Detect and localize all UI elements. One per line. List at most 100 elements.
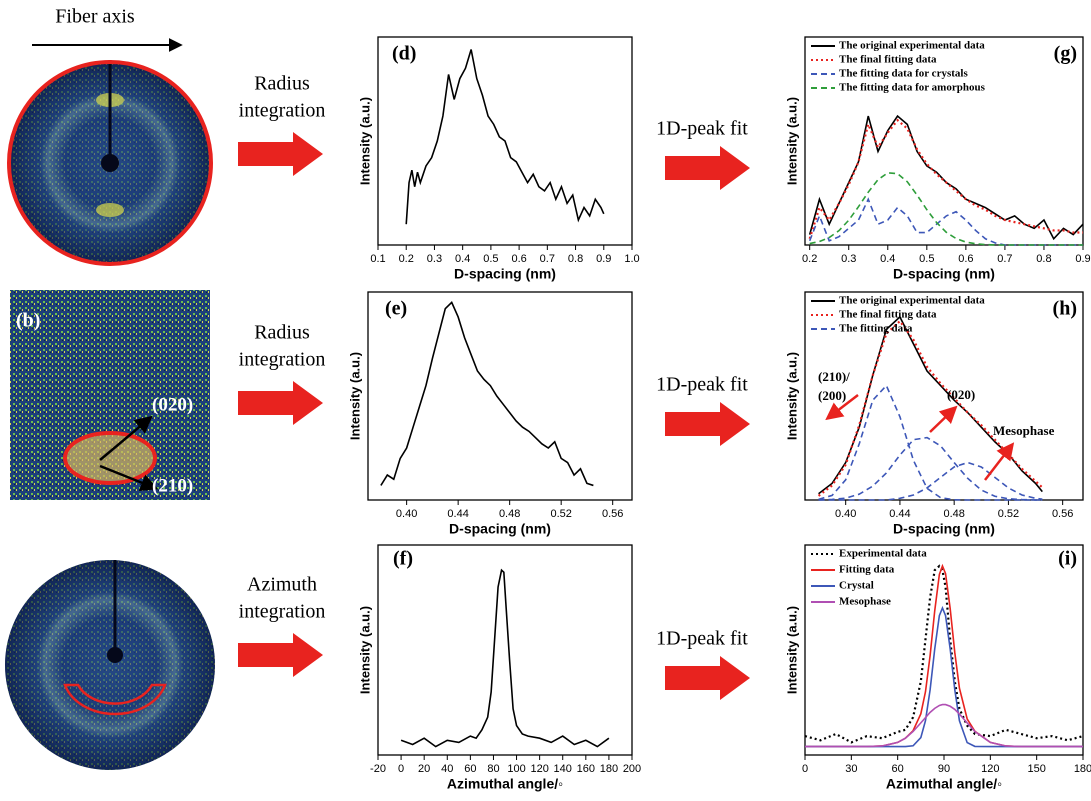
x-tick-label: 0.3 (427, 253, 442, 265)
plot-frame (804, 291, 1084, 501)
x-tick-label: 200 (623, 763, 641, 775)
x-tick-label: 0.9 (596, 253, 611, 265)
series-line (818, 384, 1043, 501)
series-line (817, 319, 1044, 497)
x-tick-label: 0.8 (1036, 253, 1051, 265)
step-label: 1D-peak fit (656, 628, 748, 650)
panel-label: (b) (16, 310, 40, 332)
y-axis-label: Intensity (a.u.) (357, 606, 372, 694)
plot-frame (377, 544, 633, 756)
series-line (380, 301, 594, 487)
panel-label: (d) (392, 43, 416, 65)
chart: 0 30 60 90 120 150 180 Azimuthal angle/◦ Intensi… (784, 544, 1091, 792)
x-tick-label: 20 (418, 763, 430, 775)
series-line (804, 564, 1084, 744)
series-line (400, 568, 610, 748)
series-line (808, 118, 1083, 240)
flow-arrow (665, 402, 750, 446)
x-axis-label: D-spacing (nm) (893, 521, 995, 537)
x-tick-label: 0.7 (540, 253, 555, 265)
x-tick-label: 0.8 (568, 253, 583, 265)
chart: 0.2 0.3 0.4 0.5 0.6 0.7 0.8 0.9 D-spacing (nm) In… (784, 36, 1091, 282)
x-tick-label: 40 (441, 763, 453, 775)
x-tick-label: -20 (370, 763, 386, 775)
x-tick-label: 0.48 (943, 508, 964, 520)
x-tick-label: 0.40 (835, 508, 856, 520)
flow-arrow (238, 381, 323, 425)
annotation-arrow (929, 405, 958, 433)
panel-label: (g) (1054, 43, 1077, 65)
annotation: (210)/ (818, 369, 850, 384)
legend-label: The original experimental data (839, 40, 985, 52)
legend-label: Crystal (839, 580, 874, 592)
x-axis-label: Azimuthal angle/◦ (447, 776, 563, 792)
legend-label: Fitting data (839, 564, 895, 576)
x-tick-label: 0 (398, 763, 404, 775)
panel-a-image (7, 58, 213, 268)
x-tick-label: 0.6 (958, 253, 973, 265)
step-label: integration (239, 601, 326, 623)
x-axis-label: D-spacing (nm) (893, 266, 995, 282)
y-axis-label: Intensity (a.u.) (357, 97, 372, 185)
legend-label: The fitting data (839, 323, 913, 335)
panel-label: (i) (1058, 548, 1077, 570)
series-line (805, 703, 1083, 748)
flow-arrow (665, 656, 750, 700)
x-tick-label: 30 (845, 763, 857, 775)
x-tick-label: 0 (802, 763, 808, 775)
y-axis-label: Intensity (a.u.) (347, 352, 362, 440)
chart: 0.40 0.44 0.48 0.52 0.56 D-spacing (nm) Intens… (347, 291, 633, 537)
annotation: Mesophase (993, 423, 1055, 438)
step-label: Radius (254, 73, 310, 95)
series-line (809, 172, 1083, 246)
series-line (805, 605, 1083, 748)
series-line (405, 49, 605, 225)
panel-c-image (5, 540, 215, 790)
x-axis-label: Azimuthal angle/◦ (886, 776, 1002, 792)
x-tick-label: 0.6 (511, 253, 526, 265)
x-tick-label: 0.5 (919, 253, 934, 265)
x-tick-label: 0.5 (483, 253, 498, 265)
x-tick-label: 90 (938, 763, 950, 775)
x-tick-label: 0.48 (499, 508, 520, 520)
legend-label: Experimental data (839, 548, 927, 560)
x-tick-label: 0.56 (1052, 508, 1073, 520)
x-tick-label: 0.52 (550, 508, 571, 520)
chart: 0.1 0.2 0.3 0.4 0.5 0.6 0.7 0.8 0.9 1.0 D-spacing … (357, 36, 640, 282)
panel-label: (h) (1053, 298, 1077, 320)
x-tick-label: 0.3 (841, 253, 856, 265)
annotation-arrow (825, 394, 859, 421)
plot-frame (804, 36, 1084, 246)
chart: 0.40 0.44 0.48 0.52 0.56 D-spacing (nm) Intens… (784, 291, 1084, 537)
x-tick-label: 0.56 (602, 508, 623, 520)
step-label: 1D-peak fit (656, 374, 748, 396)
plot-frame (377, 36, 633, 246)
annotation-arrow (984, 442, 1015, 481)
y-axis-label: Intensity (a.u.) (784, 352, 799, 440)
x-tick-label: 60 (892, 763, 904, 775)
flow-arrow (665, 146, 750, 190)
x-tick-label: 150 (1027, 763, 1045, 775)
x-tick-label: 120 (981, 763, 999, 775)
annotation: (020) (152, 394, 193, 415)
legend-label: The original experimental data (839, 295, 985, 307)
flow-arrow (238, 633, 323, 677)
plot-frame (804, 544, 1084, 756)
x-tick-label: 180 (1074, 763, 1091, 775)
x-axis-label: D-spacing (nm) (449, 521, 551, 537)
charts: 0.1 0.2 0.3 0.4 0.5 0.6 0.7 0.8 0.9 1.0 D-spacing … (347, 36, 1091, 792)
annotation: (210) (152, 475, 193, 496)
series-line (805, 563, 1083, 748)
x-tick-label: 0.44 (447, 508, 468, 520)
x-tick-label: 140 (554, 763, 572, 775)
x-tick-label: 180 (600, 763, 618, 775)
x-tick-label: 100 (507, 763, 525, 775)
x-tick-label: 0.2 (399, 253, 414, 265)
step-label: 1D-peak fit (656, 118, 748, 140)
panel-label: (c) (16, 565, 38, 587)
series-line (818, 436, 1043, 501)
legend-label: The fitting data for crystals (839, 68, 968, 80)
annotation: (020) (947, 387, 975, 402)
legend-label: The fitting data for amorphous (839, 82, 986, 94)
chart: -20 0 20 40 60 80 100 120 140 160 180 200 Azimuthal … (357, 544, 641, 792)
